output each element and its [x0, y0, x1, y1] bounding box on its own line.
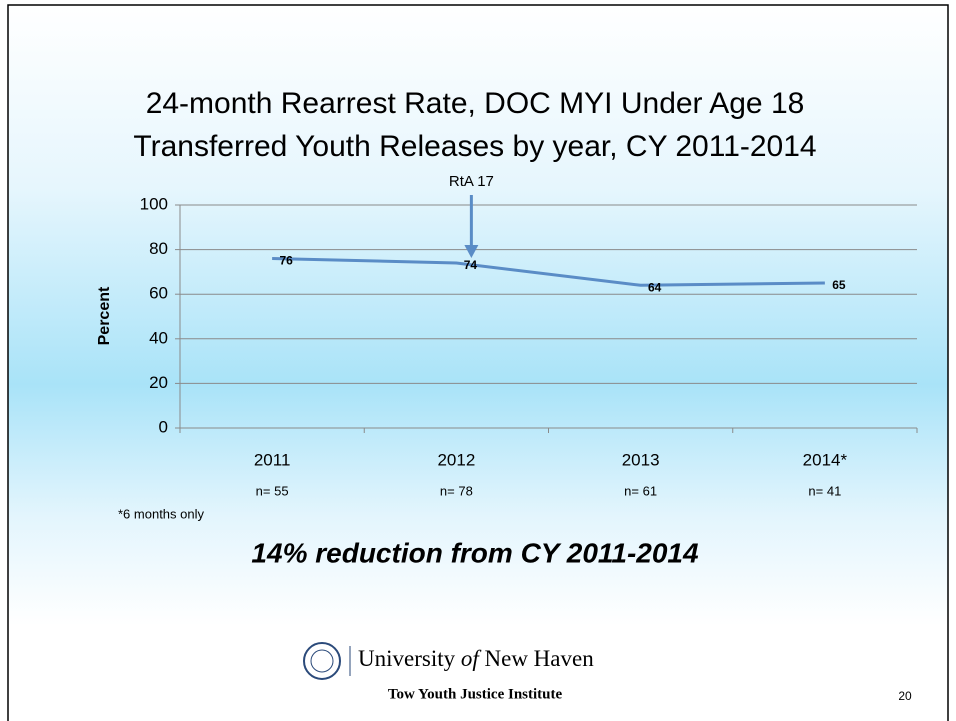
x-tick-label: 2013: [622, 450, 660, 469]
title-line: Transferred Youth Releases by year, CY 2…: [133, 130, 816, 163]
word: New Haven: [485, 646, 595, 671]
data-label: 64: [648, 280, 662, 294]
y-tick-label: 40: [149, 328, 168, 347]
institute: Tow Youth Justice Institute: [388, 686, 563, 702]
word: University: [358, 646, 456, 671]
page-number: 20: [898, 689, 912, 703]
y-tick-label: 100: [140, 194, 168, 213]
n-label: n= 55: [256, 483, 289, 498]
annotation-arrowhead: [464, 245, 479, 258]
y-axis-label: Percent: [96, 286, 113, 345]
x-tick-label: 2011: [254, 450, 291, 469]
y-tick-label: 0: [159, 417, 168, 436]
n-label: n= 78: [440, 483, 473, 498]
n-label: n= 41: [808, 483, 841, 498]
seal: [303, 642, 341, 680]
y-tick-label: 80: [149, 239, 168, 258]
data-line: [272, 257, 825, 287]
summary: 14% reduction from CY 2011-2014: [251, 537, 699, 568]
university-name: University of New Haven: [358, 646, 594, 671]
annotation: RtA 17: [449, 173, 494, 190]
y-tick-label: 60: [149, 284, 168, 303]
data-label: 76: [279, 254, 293, 268]
x-tick-label: 2014*: [803, 450, 848, 469]
y-tick-label: 20: [149, 373, 168, 392]
data-label: 65: [832, 278, 846, 292]
slide-frame: [7, 4, 949, 721]
word: of: [461, 646, 483, 671]
seal-inner: [310, 649, 334, 673]
title-line: 24-month Rearrest Rate, DOC MYI Under Ag…: [146, 87, 805, 120]
n-label: n= 61: [624, 483, 657, 498]
footnote: *6 months only: [118, 506, 204, 521]
x-tick-label: 2012: [437, 450, 475, 469]
data-label: 74: [464, 258, 478, 272]
logo: University of New Haven Tow Youth Justic…: [303, 642, 594, 702]
